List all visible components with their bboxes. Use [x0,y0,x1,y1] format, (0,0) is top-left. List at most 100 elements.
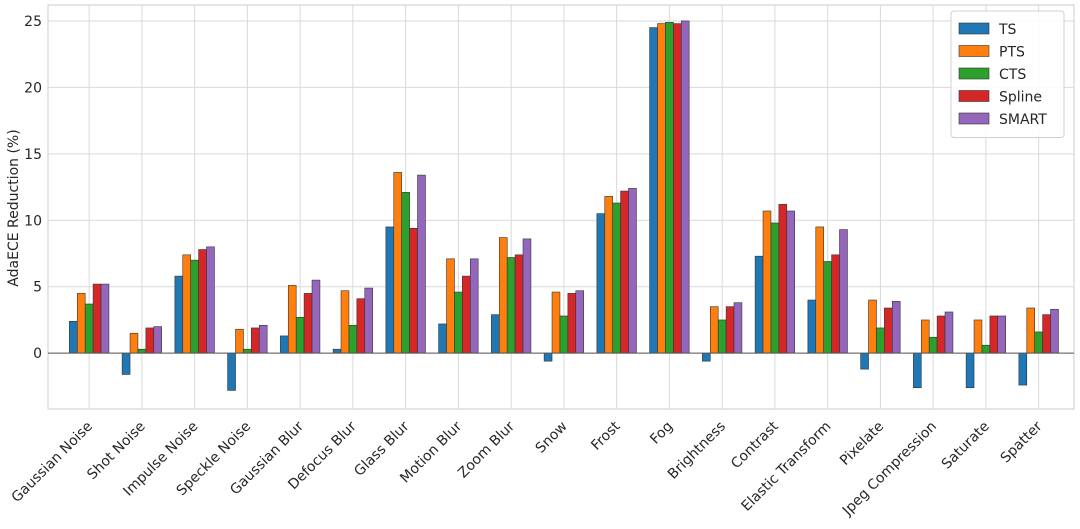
x-tick-label: Snow [533,419,571,457]
bar-smart-6 [417,174,426,354]
bar-spline-14 [831,254,840,354]
bar-pts-5 [340,290,350,354]
y-tick-label: 10 [24,213,42,229]
x-tick-label: Zoom Blur [455,418,518,481]
bar-cts-0 [84,303,94,354]
bar-cts-3 [243,348,252,354]
legend-swatch-ts [958,22,990,35]
bar-smart-9 [575,290,584,354]
bar-cts-17 [981,344,991,354]
bar-ts-3 [227,352,236,391]
bar-cts-13 [770,222,780,354]
bar-cts-10 [612,202,621,354]
x-tick-label: Fog [647,419,676,448]
bar-ts-10 [596,213,606,354]
bar-pts-6 [393,172,402,354]
x-tick-label: Pixelate [837,419,887,469]
bar-spline-4 [303,293,313,354]
y-tick-label: 15 [24,147,42,163]
bar-smart-8 [522,238,532,354]
bar-spline-18 [1042,314,1051,354]
bar-spline-5 [356,298,366,354]
bar-smart-16 [944,311,954,354]
bar-ts-2 [174,275,184,354]
bar-cts-1 [137,348,147,354]
bar-pts-16 [920,319,930,354]
bar-ts-12 [702,352,711,362]
bar-pts-8 [498,237,508,354]
x-tick-label: Jpeg Compression [839,419,940,520]
bar-cts-16 [928,336,938,354]
bar-smart-4 [311,279,321,354]
bar-smart-5 [364,287,373,354]
bar-smart-17 [997,315,1006,354]
legend-label-ts: TS [998,22,1017,38]
bar-smart-11 [680,20,690,354]
bar-cts-4 [295,317,305,354]
bar-cts-5 [348,324,358,354]
legend-label-spline: Spline [999,90,1042,106]
bar-spline-9 [567,293,577,354]
bar-smart-0 [100,283,110,354]
bar-cts-8 [506,257,516,354]
bar-smart-1 [153,326,162,354]
bar-spline-8 [514,254,524,354]
bar-pts-2 [182,254,191,354]
bar-cts-11 [665,21,674,354]
bar-pts-3 [235,328,244,354]
x-tick-label: Spatter [998,418,1046,466]
bar-cts-7 [454,291,463,354]
legend-swatch-smart [958,112,990,125]
bar-cts-14 [823,261,832,354]
plot-frame [47,4,1075,410]
bar-spline-15 [884,307,893,354]
bar-smart-14 [839,229,848,354]
bar-pts-4 [287,285,297,354]
y-axis-title: AdaECE Reduction (%) [6,129,22,286]
bar-spline-0 [92,283,102,354]
bar-ts-16 [913,352,922,389]
bar-spline-6 [409,227,418,354]
bar-smart-3 [258,324,268,354]
x-tick-label: Brightness [665,419,729,483]
bar-pts-0 [76,293,86,354]
bar-pts-14 [815,226,824,354]
bar-cts-9 [559,315,569,354]
bar-cts-6 [401,192,410,354]
y-tick-label: 25 [24,14,42,30]
bar-smart-15 [891,301,901,354]
bar-ts-0 [69,320,78,354]
y-tick-label: 0 [33,346,42,362]
legend-swatch-cts [958,67,990,80]
legend-box [950,10,1065,138]
bar-cts-12 [717,319,727,354]
bar-pts-17 [973,319,983,354]
bar-spline-10 [620,190,629,354]
bar-smart-2 [206,246,215,354]
bar-spline-13 [778,204,788,354]
x-tick-label: Frost [588,418,624,454]
bar-ts-7 [438,323,447,354]
legend-label-cts: CTS [999,67,1026,83]
bar-ts-17 [965,352,975,389]
bar-spline-2 [198,249,207,354]
bar-smart-7 [469,258,479,354]
bar-spline-17 [989,315,999,354]
bar-ts-14 [807,299,817,354]
bar-ts-8 [491,314,500,354]
y-tick-label: 5 [33,280,42,296]
bar-ts-18 [1018,352,1028,386]
bar-spline-1 [145,327,155,354]
bar-ts-9 [543,352,553,362]
bar-spline-7 [462,275,471,354]
bar-spline-16 [936,315,946,354]
y-tick-label: 20 [24,80,42,96]
bar-cts-15 [876,327,885,354]
legend-label-pts: PTS [999,45,1025,61]
bar-cts-18 [1034,331,1043,354]
legend-swatch-pts [958,45,990,57]
bar-ts-13 [754,255,764,354]
x-tick-label: Contrast [728,418,782,472]
